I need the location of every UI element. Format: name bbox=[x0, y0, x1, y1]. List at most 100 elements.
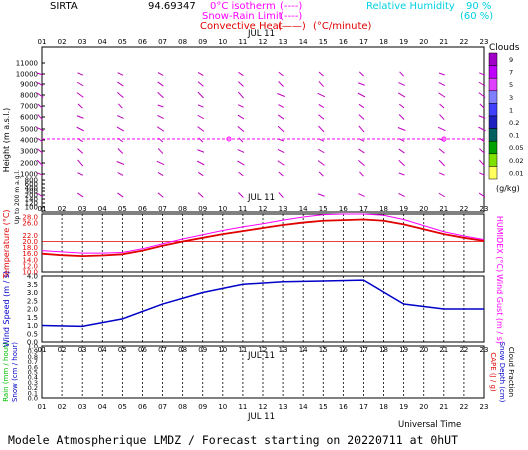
temperature-tick-label: 16.0 bbox=[22, 250, 38, 258]
rain-bottom-hour-label: 07 bbox=[158, 403, 167, 411]
wind-barb bbox=[77, 103, 83, 109]
wind-barb bbox=[277, 125, 285, 133]
temperature-hour-label: 05 bbox=[118, 205, 127, 213]
wind-barb bbox=[157, 148, 164, 154]
temperature-hour-label: 01 bbox=[38, 205, 47, 213]
clouds-swatch bbox=[488, 90, 498, 104]
wind-barb bbox=[237, 91, 244, 99]
clouds-swatch bbox=[488, 115, 498, 129]
wind-barb bbox=[479, 172, 485, 176]
temperature-hour-label: 11 bbox=[238, 205, 247, 213]
rain-bottom-hour-label: 09 bbox=[198, 403, 207, 411]
temperature-hour-label: 23 bbox=[480, 205, 489, 213]
temperature-axis-label: Temperature (°C) bbox=[2, 209, 11, 279]
wind-ticks: 4.03.53.02.52.01.51.00.50.0 bbox=[27, 273, 38, 347]
height-panel-frame bbox=[41, 46, 485, 213]
wind-barb bbox=[36, 92, 44, 98]
height-tick-label: 1000 bbox=[20, 171, 38, 179]
rain-bottom-hour-label: 21 bbox=[439, 403, 448, 411]
temperature-hour-label: 10 bbox=[218, 205, 227, 213]
clouds-title: Clouds bbox=[489, 43, 520, 53]
height-hour-label: 14 bbox=[299, 38, 308, 46]
wind-barb bbox=[439, 114, 445, 120]
height-hour-label: 19 bbox=[399, 38, 408, 46]
clouds-scale-label: 0.2 bbox=[509, 119, 519, 127]
temperature-hour-label: 20 bbox=[419, 205, 428, 213]
temperature-hour-label: 19 bbox=[399, 205, 408, 213]
wind-tick-label: 3.5 bbox=[27, 281, 38, 289]
wind-tick-label: 1.5 bbox=[27, 314, 38, 322]
wind-barb bbox=[278, 81, 284, 87]
height-tick-label: 10000 bbox=[16, 71, 38, 79]
clouds-colorbar: 9 7 5 3 1 0.2 0.1 0.05 0.02 0.01 bbox=[488, 52, 523, 180]
height-hour-label: 11 bbox=[238, 38, 247, 46]
temperature-hour-label: 02 bbox=[58, 205, 67, 213]
height-hour-label: 18 bbox=[379, 38, 388, 46]
wind-barb bbox=[358, 103, 365, 109]
rain-tick-label: 0.1 bbox=[28, 389, 38, 397]
rain-bottom-hour-label: 01 bbox=[38, 403, 47, 411]
rain-bottom-hour-label: 04 bbox=[98, 403, 107, 411]
clouds-swatch bbox=[488, 65, 498, 79]
height-tick-label: 5000 bbox=[20, 126, 38, 134]
legend-zero-isotherm: 0°C isotherm bbox=[210, 1, 276, 12]
height-hour-label: 06 bbox=[138, 38, 147, 46]
clouds-scale-label: 7 bbox=[509, 69, 513, 77]
wind-barb bbox=[358, 160, 365, 166]
wind-barb bbox=[318, 114, 325, 120]
height-hour-label: 13 bbox=[279, 38, 288, 46]
wind-barb bbox=[357, 92, 366, 98]
legend-convective-sample: (——) bbox=[278, 21, 306, 32]
wind-barb bbox=[358, 193, 365, 197]
wind-barb bbox=[438, 172, 445, 176]
height-ticks: 11000 10000 9000 8000 7000 6000 5000 4000 3000 20… bbox=[16, 60, 45, 212]
legend-convective: Convective Heat bbox=[200, 21, 283, 32]
wind-barb bbox=[238, 137, 244, 143]
wind-barb bbox=[77, 159, 84, 167]
wind-barb bbox=[157, 81, 164, 87]
wind-barb bbox=[318, 103, 325, 109]
clouds-swatch bbox=[488, 52, 498, 66]
wind-barb bbox=[237, 126, 245, 132]
wind-barb bbox=[238, 71, 244, 77]
wind-barb bbox=[478, 126, 486, 132]
height-tick-label: 4000 bbox=[20, 137, 38, 145]
temperature-ticks: 28.026.0 22.020.018.016.014.012.010.0 bbox=[22, 214, 38, 277]
wind-barb bbox=[438, 192, 446, 198]
rain-ticks: 1.00.90.80.70.60.50.40.30.20.10.0 bbox=[28, 343, 485, 403]
legend-zero-isotherm-sample: (----) bbox=[280, 1, 302, 12]
humidex-series-line bbox=[41, 213, 485, 254]
legend-snow-rain: Snow-Rain Limit bbox=[202, 11, 283, 22]
height-top-hours: 01 02 03 04 05 06 07 08 09 10 11 12 13 14 15 16 17 18 19 20… bbox=[38, 38, 489, 46]
temperature-hour-label: 17 bbox=[359, 205, 368, 213]
wind-barb bbox=[438, 92, 446, 98]
rain-bottom-hour-label: 12 bbox=[259, 403, 268, 411]
wind-barb bbox=[37, 114, 43, 120]
temperature-tick-label: 12.0 bbox=[22, 262, 38, 270]
clouds-scale-label: 5 bbox=[509, 81, 513, 89]
height-tick-label: 2000 bbox=[20, 160, 38, 168]
wind-barb bbox=[478, 159, 486, 167]
wind-barb bbox=[399, 71, 405, 77]
wind-barb bbox=[197, 171, 204, 177]
height-hour-label: 16 bbox=[339, 38, 348, 46]
rain-bottom-hour-label: 05 bbox=[118, 403, 127, 411]
wind-speed-axis-label: Wind Speed (m / s) bbox=[2, 271, 11, 347]
rain-tick-label: 0.9 bbox=[28, 348, 38, 356]
height-hour-label: 02 bbox=[58, 38, 67, 46]
height-panel: JUL 11 Height (m a.s.l.) Up to 200 m a.g… bbox=[2, 29, 488, 224]
wind-barb bbox=[76, 81, 84, 87]
rain-bottom-hour-label: 13 bbox=[279, 403, 288, 411]
wind-tick-label: 4.0 bbox=[27, 273, 38, 281]
wind-barb bbox=[117, 192, 124, 198]
wind-barb bbox=[277, 114, 285, 120]
wind-barb bbox=[318, 171, 324, 177]
rain-bottom-hour-label: 16 bbox=[339, 403, 348, 411]
height-tick-label: 9000 bbox=[20, 81, 38, 89]
temperature-panel: JUL 11 01 02 03 04 05 06 07 08 09 10 11 12 13 14 15 16 1… bbox=[2, 193, 504, 280]
height-tick-label: 800 bbox=[25, 177, 38, 185]
wind-barb bbox=[438, 81, 446, 87]
wind-barb bbox=[117, 148, 124, 154]
wind-barb bbox=[37, 172, 43, 176]
wind-barb bbox=[359, 171, 364, 177]
